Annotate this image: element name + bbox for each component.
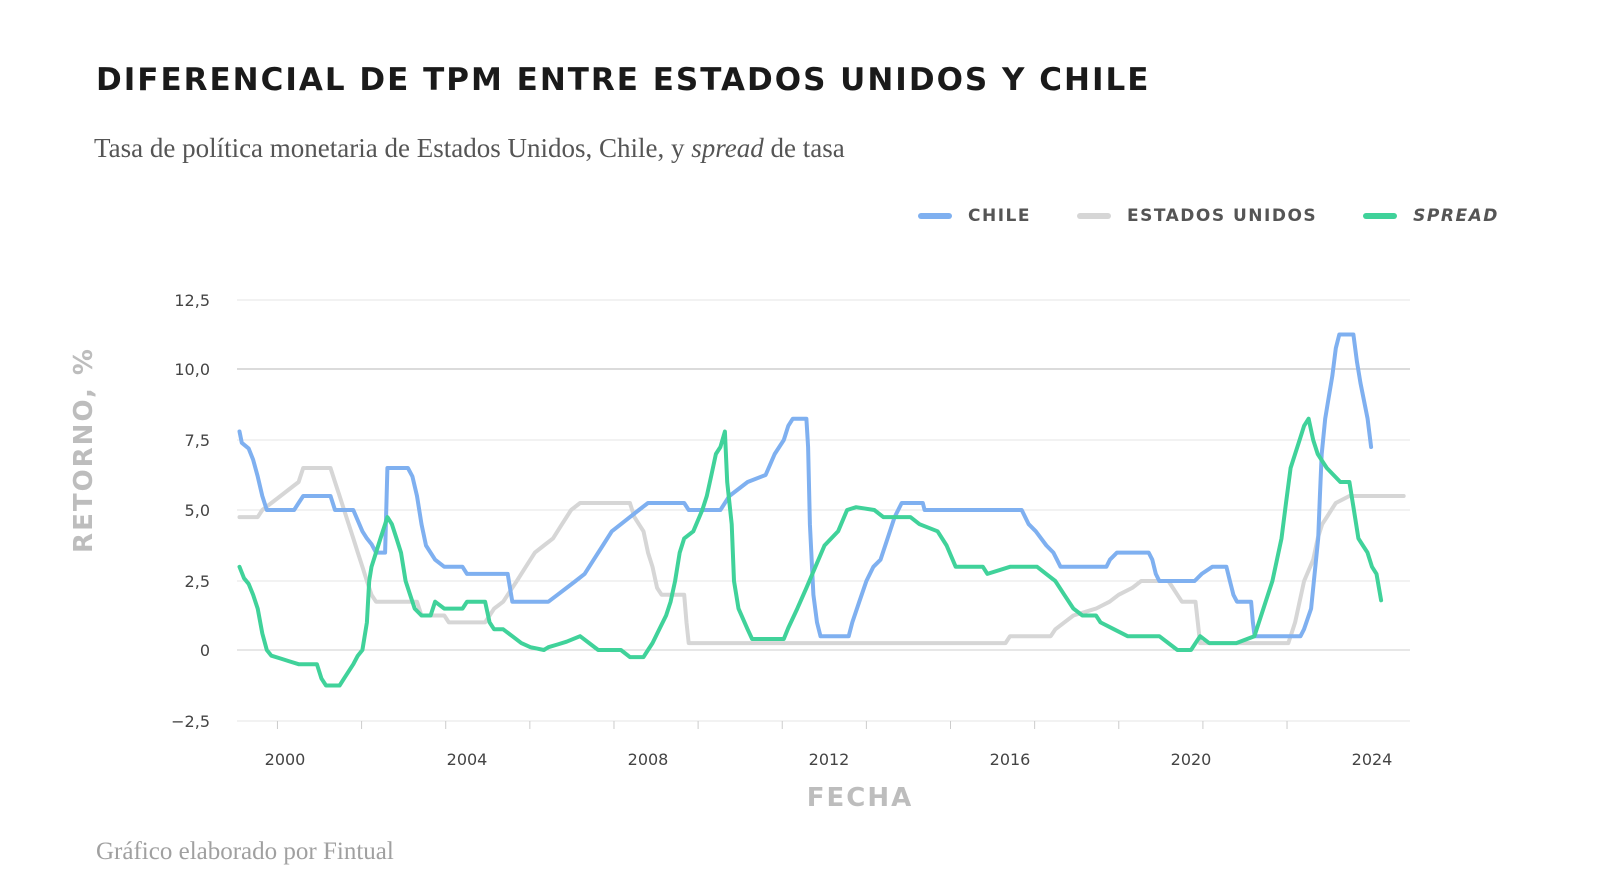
x-tick-label: 2020 bbox=[1171, 750, 1212, 769]
x-axis-title: FECHA bbox=[807, 783, 913, 813]
legend-label-chile: CHILE bbox=[968, 206, 1031, 226]
y-tick-label: 10,0 bbox=[174, 360, 210, 379]
chart-legend: CHILE ESTADOS UNIDOS SPREAD bbox=[918, 206, 1545, 226]
subtitle-text-before: Tasa de política monetaria de Estados Un… bbox=[94, 133, 692, 163]
legend-item-spread: SPREAD bbox=[1363, 206, 1499, 226]
chart-subtitle: Tasa de política monetaria de Estados Un… bbox=[94, 133, 845, 164]
y-tick-label: 0 bbox=[200, 641, 210, 660]
y-tick-label: 5,0 bbox=[185, 501, 210, 520]
legend-item-estados-unidos: ESTADOS UNIDOS bbox=[1076, 206, 1318, 226]
chart-title: DIFERENCIAL DE TPM ENTRE ESTADOS UNIDOS … bbox=[96, 62, 1151, 98]
axis-ticks: 12,5 10,0 7,5 5,0 2,5 0 −2,5 2000 2004 2008 2012 20… bbox=[171, 291, 1392, 769]
x-tick-label: 2016 bbox=[990, 750, 1031, 769]
legend-swatch-estados-unidos bbox=[1076, 213, 1111, 219]
legend-swatch-chile bbox=[918, 213, 952, 219]
grid bbox=[237, 299, 1410, 722]
x-tick-label: 2000 bbox=[265, 750, 306, 769]
x-tick-label: 2008 bbox=[628, 750, 669, 769]
legend-item-chile: CHILE bbox=[918, 206, 1031, 226]
subtitle-text-after: de tasa bbox=[763, 133, 845, 163]
x-tick-label: 2012 bbox=[809, 750, 850, 769]
legend-label-estados-unidos: ESTADOS UNIDOS bbox=[1126, 206, 1318, 226]
series-lines bbox=[237, 332, 1406, 688]
y-tick-label: −2,5 bbox=[171, 712, 210, 731]
legend-label-spread: SPREAD bbox=[1413, 206, 1499, 226]
y-tick-label: 2,5 bbox=[185, 572, 210, 591]
chart-credit: Gráfico elaborado por Fintual bbox=[96, 838, 394, 865]
x-tick-label: 2004 bbox=[447, 750, 488, 769]
legend-swatch-spread bbox=[1363, 213, 1398, 219]
series-line-spread bbox=[237, 416, 1384, 688]
y-tick-label: 12,5 bbox=[174, 291, 210, 310]
y-tick-label: 7,5 bbox=[185, 431, 210, 450]
y-axis-title: RETORNO, % bbox=[69, 347, 99, 553]
x-tick-label: 2024 bbox=[1352, 750, 1393, 769]
subtitle-text-emphasis: spread bbox=[691, 133, 764, 163]
series-line-chile bbox=[237, 332, 1374, 639]
